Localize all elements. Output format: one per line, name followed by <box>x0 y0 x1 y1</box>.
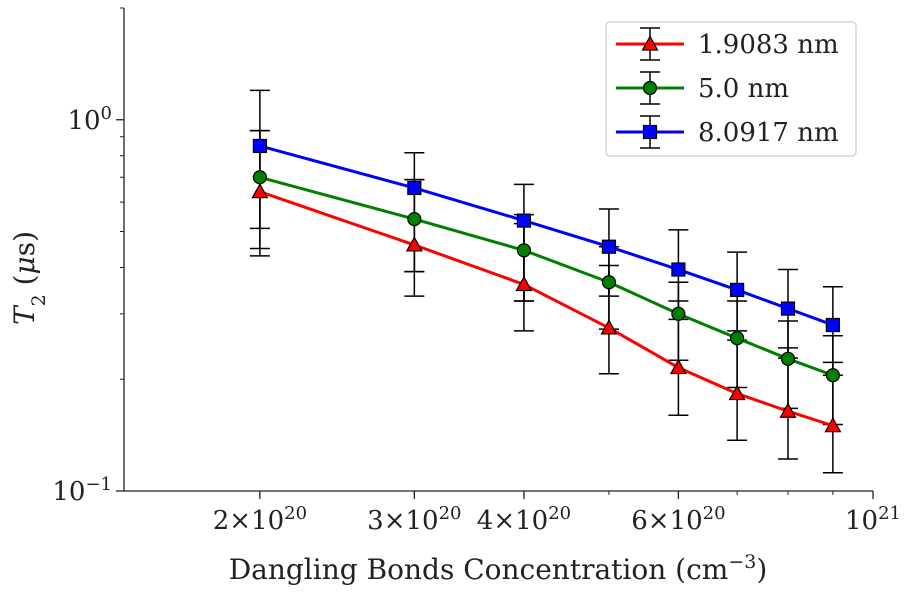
data-point <box>780 301 796 316</box>
data-point <box>252 170 267 185</box>
x-tick-base: ×10 <box>229 506 284 536</box>
data-point <box>825 368 840 383</box>
data-point <box>516 243 532 258</box>
x-tick-label: 4×1020 <box>477 503 571 537</box>
y-tick-exponent: 0 <box>101 102 112 123</box>
x-axis-title-suffix: ) <box>756 553 767 586</box>
x-tick-exponent: 20 <box>548 503 571 524</box>
y-tick-base: 10 <box>67 106 100 136</box>
data-point <box>252 138 267 154</box>
data-point <box>601 239 617 254</box>
x-tick-base: ×10 <box>648 506 703 536</box>
legend-item: 8.0917 nm <box>616 115 839 149</box>
x-tick-mantissa: 2 <box>213 506 230 536</box>
x-axis-title-text: Dangling Bonds Concentration (cm <box>229 553 729 586</box>
legend: 1.9083 nm 5.0 nm 8.0917 nm <box>605 21 857 157</box>
y-tick-label: 10−1 <box>52 474 112 508</box>
data-point <box>825 317 840 333</box>
y-axis-title-open: ( <box>8 274 41 294</box>
y-axis-title: T2 (μs) <box>8 231 50 325</box>
data-point <box>728 384 746 401</box>
data-point <box>671 262 686 277</box>
series-line <box>259 144 834 327</box>
legend-marker <box>642 80 658 96</box>
legend-label: 1.9083 nm <box>698 30 839 60</box>
data-point <box>515 275 533 292</box>
data-point <box>407 180 422 196</box>
series-lines <box>259 144 834 428</box>
x-tick-label: 3×1020 <box>367 503 461 537</box>
y-tick-label: 100 <box>67 102 112 136</box>
series-line <box>259 175 834 377</box>
x-tick-base: ×10 <box>493 506 548 536</box>
y-axis-title-subscript: 2 <box>28 294 50 306</box>
legend-item: 5.0 nm <box>616 71 789 105</box>
x-tick-mantissa: 3 <box>367 506 384 536</box>
legend-label: 5.0 nm <box>698 74 789 104</box>
x-tick-mantissa: 4 <box>477 506 494 536</box>
x-tick-exponent: 20 <box>703 503 726 524</box>
y-tick-exponent: −1 <box>85 474 112 495</box>
data-point <box>824 416 842 433</box>
x-axis-ticks: 2×1020 3×1020 4×1020 6×1020 1021 <box>213 491 901 536</box>
data-point <box>601 275 617 290</box>
legend-item: 1.9083 nm <box>616 27 839 61</box>
data-point <box>780 351 796 366</box>
data-point <box>669 358 687 375</box>
data-point <box>251 182 269 199</box>
data-point <box>600 319 618 335</box>
x-tick-exponent: 20 <box>284 503 307 524</box>
y-axis-title-symbol: T <box>8 304 41 325</box>
legend-label: 8.0917 nm <box>698 118 839 148</box>
x-axis-title: Dangling Bonds Concentration (cm−3) <box>229 551 768 586</box>
y-axis-title-mu: μ <box>8 256 41 274</box>
x-tick-exponent: 21 <box>878 503 901 524</box>
legend-marker <box>641 35 659 51</box>
x-tick-base: 10 <box>845 506 878 536</box>
data-point <box>730 331 745 346</box>
data-point <box>779 402 797 418</box>
markers <box>251 138 842 433</box>
data-point <box>671 306 686 321</box>
data-point <box>407 212 422 227</box>
data-point <box>516 213 532 228</box>
x-tick-label: 6×1020 <box>631 503 725 537</box>
series-line <box>259 190 834 428</box>
data-point <box>405 236 423 252</box>
axes <box>123 8 873 492</box>
x-tick-base: ×10 <box>384 506 439 536</box>
x-axis-title-exponent: −3 <box>728 551 756 573</box>
x-tick-mantissa: 6 <box>631 506 648 536</box>
y-tick-base: 10 <box>52 477 85 507</box>
data-point <box>730 282 745 298</box>
x-tick-exponent: 20 <box>439 503 462 524</box>
y-axis-title-close: s) <box>8 231 41 256</box>
legend-marker <box>642 124 658 140</box>
error-bar <box>249 89 270 230</box>
x-tick-label: 2×1020 <box>213 503 307 537</box>
x-tick-label: 1021 <box>845 503 901 537</box>
legend-box <box>605 21 857 157</box>
